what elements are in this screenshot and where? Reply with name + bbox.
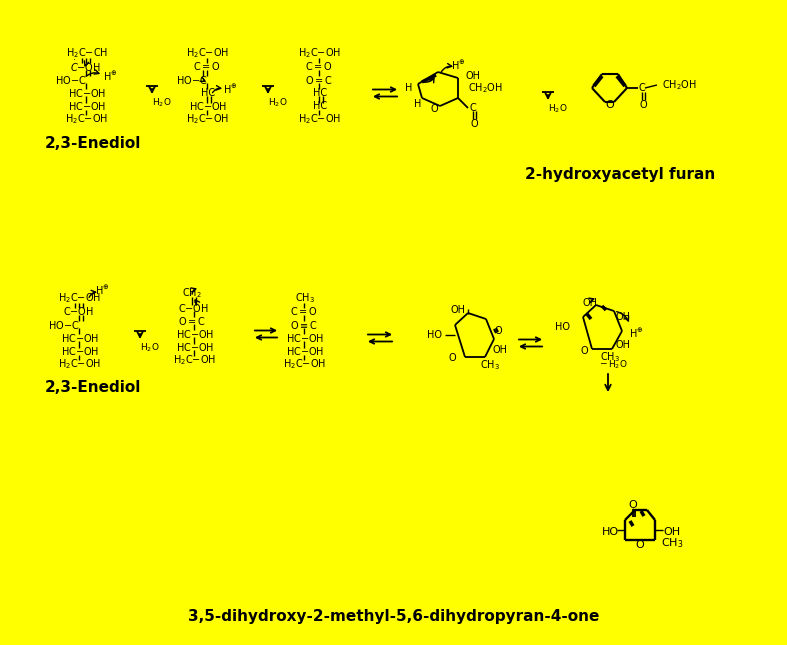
Text: H$_2$C$-$OH: H$_2$C$-$OH bbox=[187, 112, 230, 126]
Text: CH$_3$: CH$_3$ bbox=[600, 350, 620, 364]
Text: HC: HC bbox=[313, 101, 327, 111]
Text: CH$_2$OH: CH$_2$OH bbox=[468, 81, 503, 95]
Text: HC$-$OH: HC$-$OH bbox=[176, 328, 214, 340]
Text: HC$-$OH: HC$-$OH bbox=[61, 345, 99, 357]
Text: H$_2$O: H$_2$O bbox=[608, 359, 627, 372]
Text: 2,3-Enediol: 2,3-Enediol bbox=[45, 381, 142, 395]
Text: HO: HO bbox=[602, 527, 619, 537]
Text: C$-$OH: C$-$OH bbox=[64, 305, 94, 317]
Text: O: O bbox=[448, 353, 456, 363]
Text: CH$_2$OH: CH$_2$OH bbox=[662, 78, 697, 92]
Text: O$\equiv$C: O$\equiv$C bbox=[290, 319, 318, 331]
Text: O: O bbox=[629, 500, 637, 510]
Text: C: C bbox=[470, 103, 476, 113]
Text: H: H bbox=[405, 83, 412, 93]
Text: H$_2$C$-$OH: H$_2$C$-$OH bbox=[58, 357, 102, 371]
Text: H$^{\oplus}$: H$^{\oplus}$ bbox=[451, 59, 465, 72]
Text: H$_2$O: H$_2$O bbox=[152, 97, 172, 109]
Text: H$_2$O: H$_2$O bbox=[140, 342, 160, 354]
Text: HC$-$OH: HC$-$OH bbox=[68, 87, 106, 99]
Text: OH: OH bbox=[615, 312, 630, 322]
Text: H$_2$O: H$_2$O bbox=[268, 97, 288, 109]
Text: H$_2$O: H$_2$O bbox=[549, 103, 567, 115]
Text: O: O bbox=[430, 104, 438, 114]
Text: HC$-$OH: HC$-$OH bbox=[176, 341, 214, 353]
Text: O: O bbox=[494, 326, 502, 336]
Text: CH$_3$: CH$_3$ bbox=[661, 536, 683, 550]
Text: OH: OH bbox=[493, 345, 508, 355]
Text: HC$-$OH: HC$-$OH bbox=[68, 100, 106, 112]
Text: H$_2$C$-$CH: H$_2$C$-$CH bbox=[66, 46, 108, 60]
Text: O$=$C: O$=$C bbox=[305, 74, 333, 86]
Text: OH: OH bbox=[582, 298, 597, 308]
Text: H$_2$C$-$OH: H$_2$C$-$OH bbox=[173, 353, 216, 367]
Text: O: O bbox=[639, 100, 647, 110]
Text: HC$-$OH: HC$-$OH bbox=[286, 332, 324, 344]
Text: OH: OH bbox=[615, 340, 630, 350]
Text: O$=$C: O$=$C bbox=[178, 315, 206, 327]
Text: C$-$OH: C$-$OH bbox=[179, 302, 209, 314]
Text: C$=$O: C$=$O bbox=[305, 60, 333, 72]
Text: O: O bbox=[580, 346, 588, 356]
Text: HO: HO bbox=[556, 322, 571, 332]
Text: H$^{\oplus}$: H$^{\oplus}$ bbox=[103, 70, 117, 83]
Text: H$^{\oplus}$: H$^{\oplus}$ bbox=[629, 326, 643, 339]
Text: HO$-$C: HO$-$C bbox=[176, 74, 208, 86]
Text: H$_2$C$-$OH: H$_2$C$-$OH bbox=[298, 112, 342, 126]
Text: H$_2$C$-$OH: H$_2$C$-$OH bbox=[65, 112, 109, 126]
Text: HO: HO bbox=[427, 330, 442, 340]
Text: HC: HC bbox=[201, 88, 215, 98]
Text: HO$-$C: HO$-$C bbox=[48, 319, 79, 331]
Text: C$=$O: C$=$O bbox=[290, 305, 318, 317]
Text: H$_2$C$-$OH: H$_2$C$-$OH bbox=[283, 357, 327, 371]
Text: 2,3-Enediol: 2,3-Enediol bbox=[45, 135, 142, 150]
Text: CH$_3$: CH$_3$ bbox=[480, 358, 500, 372]
Text: CH$_2$: CH$_2$ bbox=[182, 286, 202, 300]
Text: CH$_3$: CH$_3$ bbox=[295, 291, 315, 305]
Text: O: O bbox=[470, 119, 478, 129]
Text: H$_2$C$-$OH: H$_2$C$-$OH bbox=[298, 46, 342, 60]
Text: OH: OH bbox=[466, 71, 481, 81]
Text: 3,5-dihydroxy-2-methyl-5,6-dihydropyran-4-one: 3,5-dihydroxy-2-methyl-5,6-dihydropyran-… bbox=[188, 610, 600, 624]
Text: H: H bbox=[414, 99, 422, 109]
Text: OH: OH bbox=[663, 527, 680, 537]
Text: H$^{\oplus}$: H$^{\oplus}$ bbox=[223, 83, 237, 95]
Text: HC$-$OH: HC$-$OH bbox=[61, 332, 99, 344]
Text: $\dot{C}$$-$OH: $\dot{C}$$-$OH bbox=[71, 59, 102, 74]
Text: C: C bbox=[638, 83, 645, 93]
Text: HC$-$OH: HC$-$OH bbox=[286, 345, 324, 357]
Text: HO$-$C: HO$-$C bbox=[55, 74, 87, 86]
Text: HC: HC bbox=[313, 88, 327, 98]
Text: O: O bbox=[606, 100, 615, 110]
Text: 2-hydroxyacetyl furan: 2-hydroxyacetyl furan bbox=[525, 168, 715, 183]
Text: HC$-$OH: HC$-$OH bbox=[189, 100, 227, 112]
Text: O: O bbox=[636, 540, 645, 550]
Text: $-$: $-$ bbox=[599, 357, 608, 366]
Text: H$^{\oplus}$: H$^{\oplus}$ bbox=[94, 283, 109, 297]
Text: H$_2$C$-$OH: H$_2$C$-$OH bbox=[187, 46, 230, 60]
Text: OH: OH bbox=[450, 305, 465, 315]
Text: C$=$O: C$=$O bbox=[193, 60, 221, 72]
Text: H$_2$C$-$OH: H$_2$C$-$OH bbox=[58, 291, 102, 305]
